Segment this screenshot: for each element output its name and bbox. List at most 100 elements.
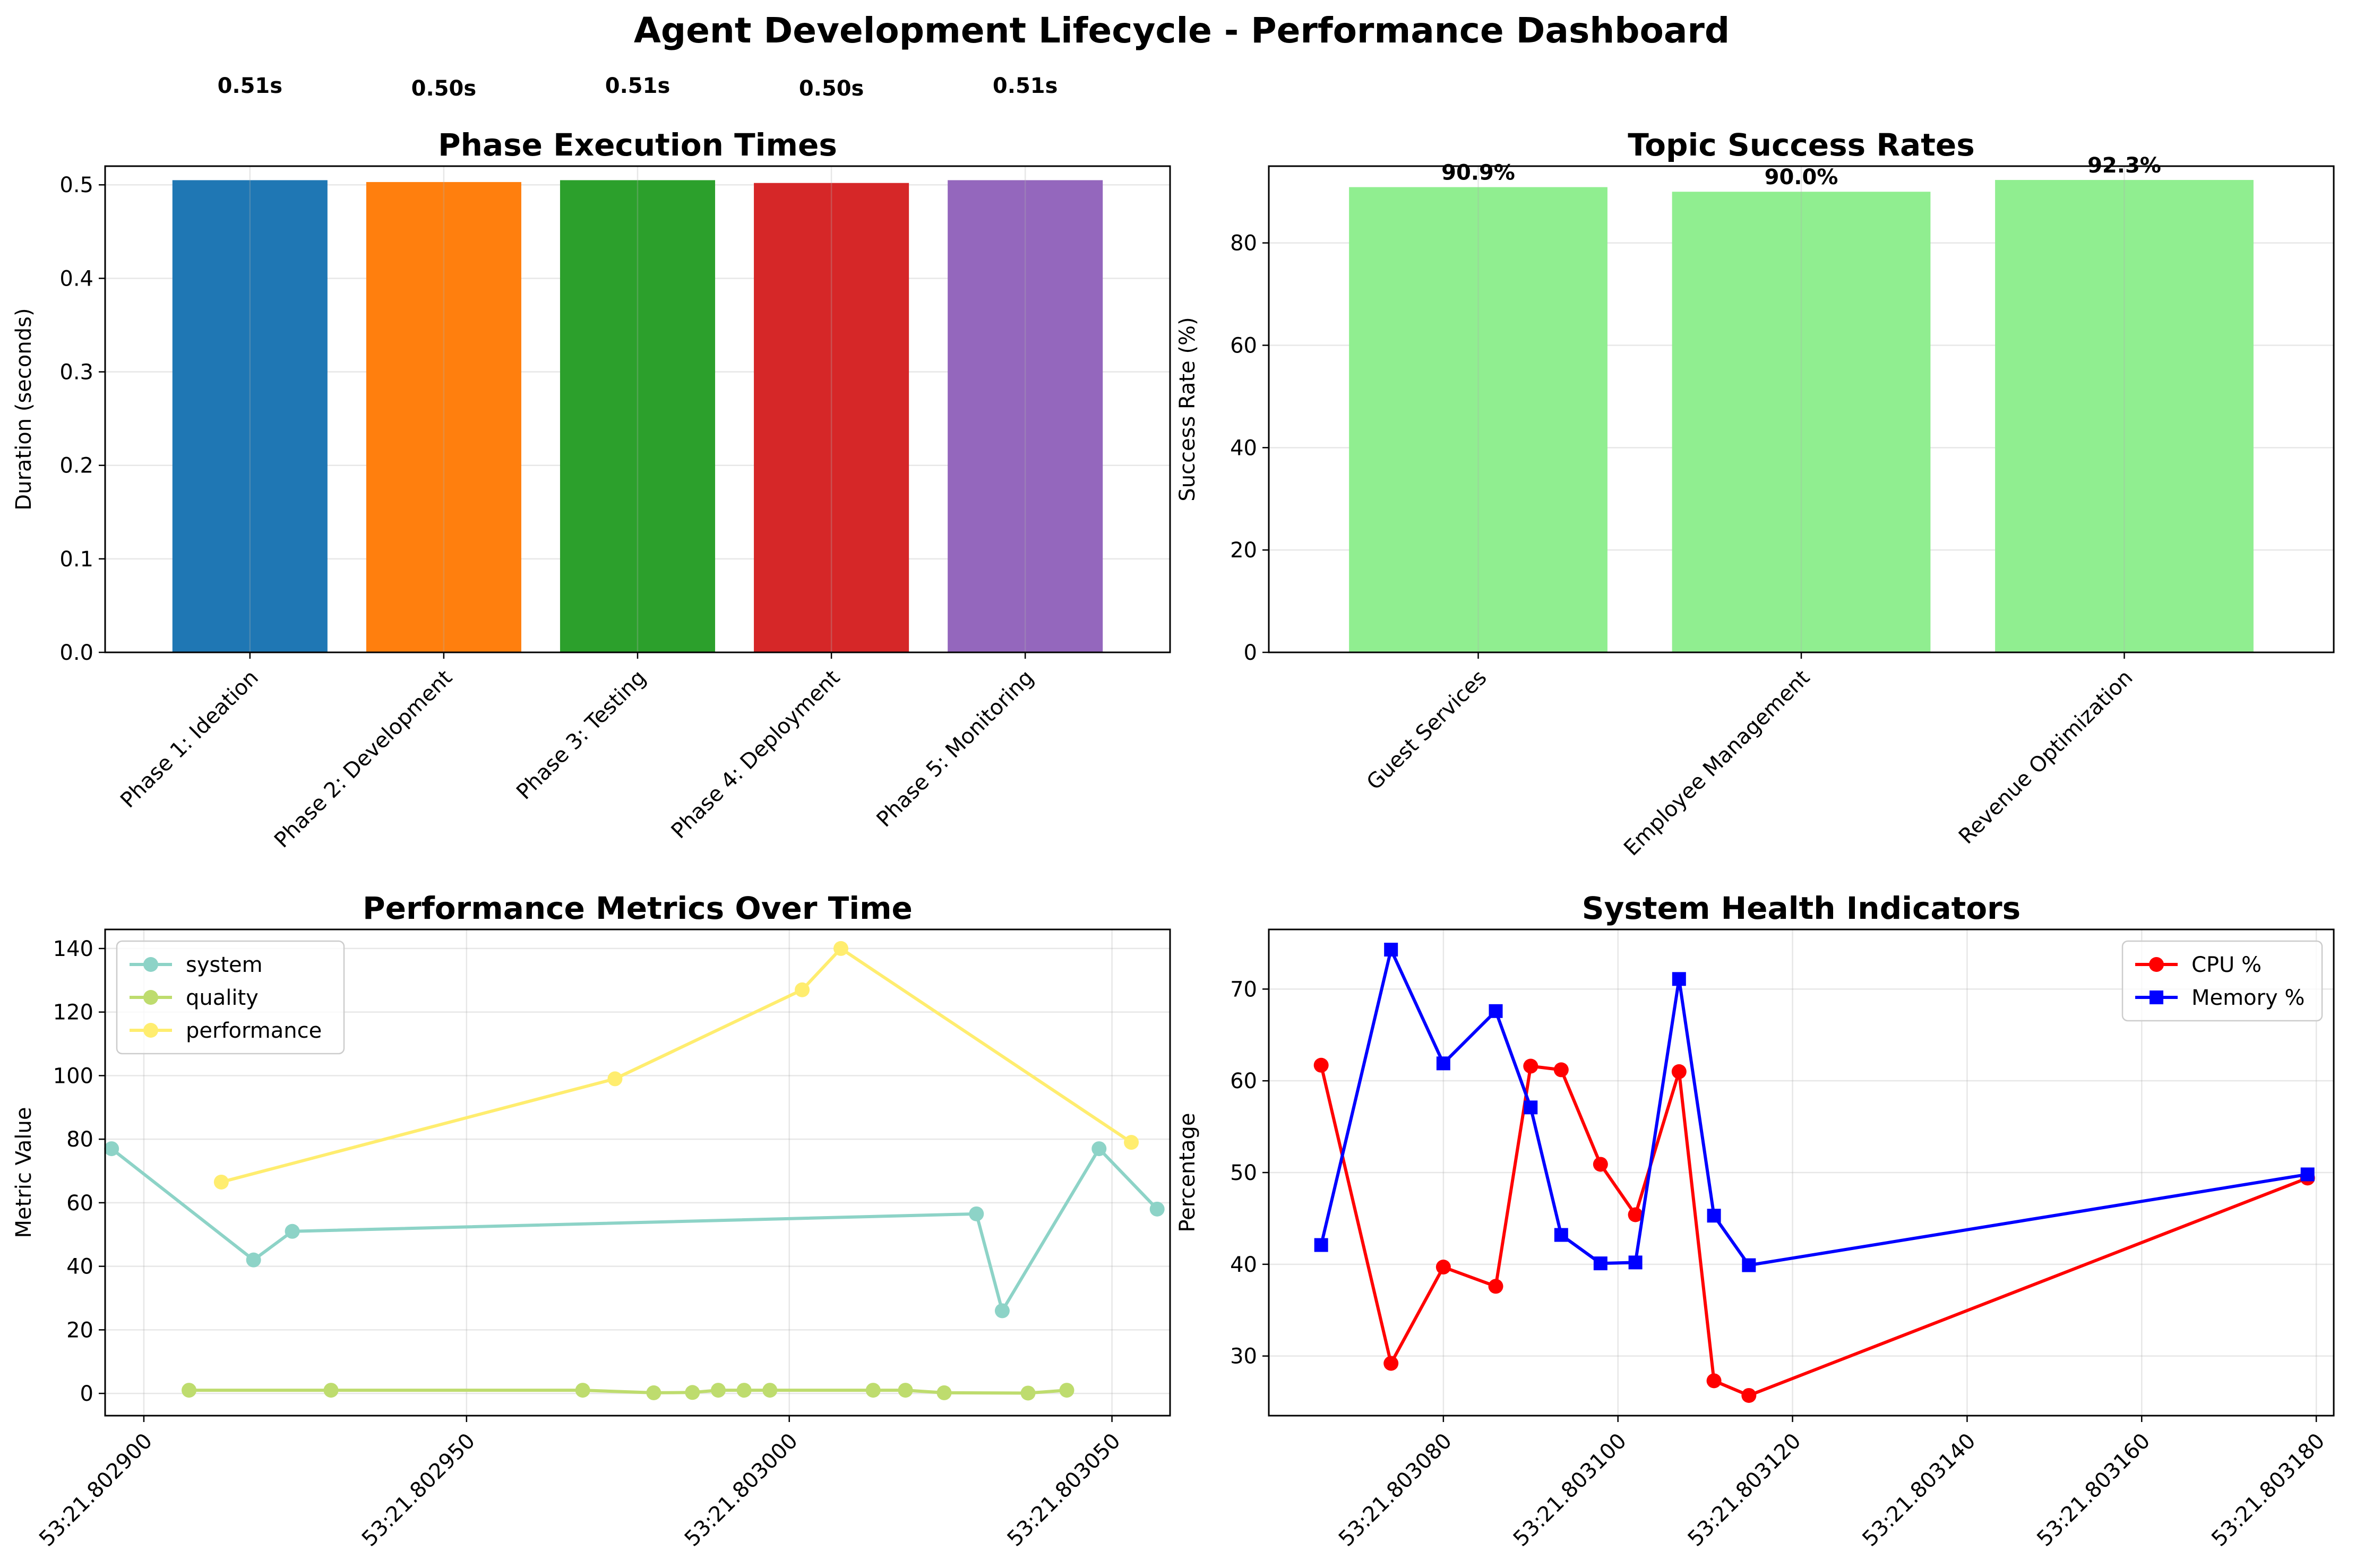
data-point bbox=[1313, 1057, 1329, 1073]
y-axis-label: Metric Value bbox=[12, 1107, 36, 1238]
data-point bbox=[736, 1383, 752, 1398]
x-tick-label: Phase 1: Ideation bbox=[116, 666, 263, 813]
x-tick-label: 53:21.803180 bbox=[2207, 1429, 2329, 1552]
x-tick-label: 53:21.803100 bbox=[1509, 1429, 1631, 1552]
x-tick-label: 53:21.802900 bbox=[35, 1429, 157, 1552]
data-point bbox=[182, 1383, 197, 1398]
x-tick-label: Revenue Optimization bbox=[1954, 666, 2138, 849]
data-point bbox=[1671, 1064, 1687, 1079]
x-tick-label: 53:21.803120 bbox=[1683, 1429, 1806, 1552]
data-point bbox=[833, 941, 848, 956]
x-tick-label: Phase 3: Testing bbox=[512, 666, 651, 805]
y-tick-label: 40 bbox=[66, 1255, 93, 1279]
bar bbox=[366, 182, 521, 652]
x-tick-label: 53:21.803080 bbox=[1334, 1429, 1457, 1552]
bar bbox=[560, 180, 716, 652]
legend-box bbox=[116, 940, 345, 1055]
data-point bbox=[285, 1224, 300, 1239]
series-performance bbox=[213, 941, 1139, 1190]
bar bbox=[1349, 187, 1607, 653]
legend-swatch-marker bbox=[2150, 990, 2163, 1004]
data-point bbox=[1383, 1356, 1399, 1371]
bar bbox=[172, 180, 328, 652]
x-tick-label: 53:21.802950 bbox=[357, 1429, 480, 1552]
plot-frame bbox=[1268, 928, 2335, 1417]
data-label: 0.51s bbox=[993, 74, 1058, 98]
x-tick-label: Phase 2: Development bbox=[270, 666, 457, 853]
data-point bbox=[1742, 1258, 1756, 1272]
legend-label: CPU % bbox=[2191, 953, 2262, 977]
panel-4: System Health Indicators Percentage 30 40 50… bbox=[1175, 890, 2335, 1552]
data-point bbox=[1435, 1260, 1451, 1275]
legend-swatch-marker bbox=[143, 990, 158, 1005]
x-tick-label: Guest Services bbox=[1362, 666, 1492, 795]
data-point bbox=[1524, 1100, 1538, 1115]
plot-frame bbox=[104, 165, 1171, 653]
data-point bbox=[1672, 972, 1686, 986]
data-point bbox=[1488, 1279, 1503, 1294]
legend-label: system bbox=[186, 953, 263, 977]
y-axis-label: Success Rate (%) bbox=[1175, 317, 1200, 501]
y-tick-label: 30 bbox=[1230, 1345, 1257, 1369]
bar bbox=[948, 180, 1103, 652]
data-point bbox=[710, 1383, 726, 1398]
data-point bbox=[2300, 1167, 2315, 1182]
data-point bbox=[1314, 1238, 1328, 1252]
data-point bbox=[685, 1385, 700, 1400]
legend-box bbox=[2121, 940, 2323, 1022]
series-quality bbox=[182, 1383, 1074, 1401]
x-tick-label: Employee Management bbox=[1619, 666, 1815, 861]
y-tick-label: 20 bbox=[66, 1318, 93, 1342]
bar bbox=[754, 183, 909, 652]
data-label: 0.50s bbox=[799, 76, 864, 101]
series-line bbox=[1319, 948, 2308, 1267]
data-label: 0.51s bbox=[605, 74, 670, 98]
plot-frame bbox=[1268, 165, 2335, 653]
y-tick-label: 60 bbox=[1230, 333, 1257, 358]
data-point bbox=[795, 982, 810, 997]
data-label: 0.51s bbox=[218, 74, 283, 98]
data-point bbox=[1553, 1062, 1569, 1078]
legend-label: quality bbox=[186, 986, 259, 1010]
data-point bbox=[1436, 1056, 1450, 1071]
y-tick-label: 20 bbox=[1230, 538, 1257, 563]
y-tick-label: 140 bbox=[53, 937, 93, 961]
y-tick-label: 100 bbox=[53, 1064, 93, 1088]
y-tick-label: 50 bbox=[1230, 1161, 1257, 1185]
panel-2: Topic Success Rates Success Rate (%) 0 20 40… bbox=[1175, 127, 2335, 861]
y-tick-label: 0.4 bbox=[59, 266, 93, 291]
panel-3: Performance Metrics Over Time Metric Valu… bbox=[12, 890, 1171, 1552]
series-cpu- bbox=[1313, 1057, 2315, 1403]
data-point bbox=[1124, 1135, 1139, 1150]
data-label: 90.9% bbox=[1441, 161, 1515, 185]
panel-1: Phase Execution Times Duration (seconds) 0… bbox=[12, 74, 1171, 853]
y-axis-label: Percentage bbox=[1175, 1113, 1200, 1232]
data-point bbox=[1523, 1058, 1538, 1074]
y-axis-label: Duration (seconds) bbox=[12, 308, 36, 510]
data-point bbox=[1593, 1256, 1607, 1271]
series-line bbox=[189, 1389, 1067, 1395]
y-tick-label: 0.5 bbox=[59, 173, 93, 197]
data-point bbox=[246, 1252, 261, 1268]
data-label: 0.50s bbox=[411, 76, 477, 101]
legend-swatch-marker bbox=[2149, 957, 2164, 972]
bar bbox=[1995, 180, 2254, 652]
data-point bbox=[936, 1385, 952, 1400]
y-tick-label: 80 bbox=[66, 1127, 93, 1152]
data-point bbox=[1384, 943, 1398, 957]
data-point bbox=[898, 1383, 913, 1398]
data-point bbox=[1593, 1157, 1608, 1172]
data-point bbox=[969, 1206, 984, 1221]
plot-frame bbox=[104, 928, 1171, 1417]
figure-title: Agent Development Lifecycle - Performanc… bbox=[634, 10, 1730, 51]
panel-title: Topic Success Rates bbox=[1628, 127, 1974, 163]
data-point bbox=[1059, 1383, 1074, 1398]
y-tick-label: 0 bbox=[1244, 641, 1257, 665]
legend-label: Memory % bbox=[2191, 986, 2305, 1010]
data-point bbox=[1628, 1207, 1643, 1222]
data-point bbox=[575, 1383, 590, 1398]
y-tick-label: 40 bbox=[1230, 1253, 1257, 1277]
data-point bbox=[762, 1383, 778, 1398]
x-tick-label: 53:21.803050 bbox=[1003, 1429, 1125, 1552]
